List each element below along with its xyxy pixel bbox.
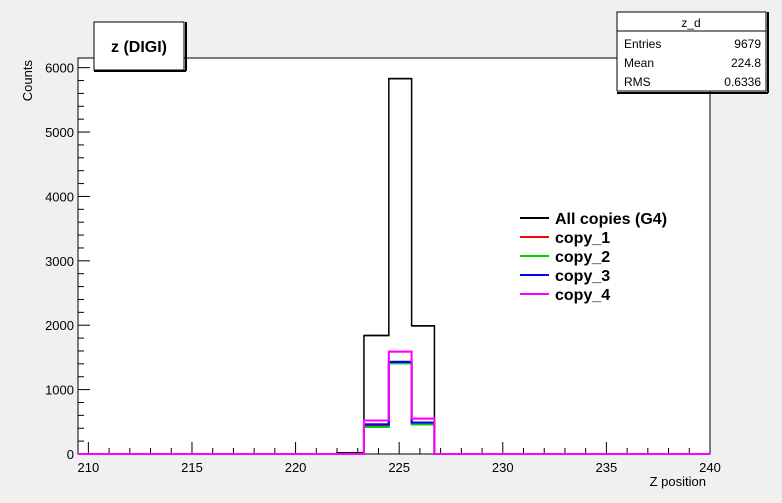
series-all-copies-g4-	[78, 77, 710, 455]
legend-label: copy_2	[555, 249, 610, 266]
title-box: z (DIGI)	[93, 21, 187, 72]
y-tick-label: 4000	[45, 189, 74, 204]
legend-label: copy_3	[555, 268, 610, 285]
stats-label: RMS	[624, 75, 651, 89]
stats-title: z_d	[681, 16, 700, 30]
x-tick-label: 225	[388, 460, 410, 475]
y-tick-label: 0	[67, 447, 74, 462]
stats-value: 9679	[734, 37, 761, 51]
legend-label: copy_1	[555, 230, 610, 247]
y-tick-label: 1000	[45, 383, 74, 398]
x-tick-label: 230	[492, 460, 514, 475]
legend-label: All copies (G4)	[555, 211, 667, 228]
stats-value: 0.6336	[724, 75, 761, 89]
series-outline	[78, 77, 710, 455]
stats-box: z_d Entries 9679 Mean 224.8 RMS 0.6336	[616, 11, 769, 94]
x-tick-label: 220	[285, 460, 307, 475]
x-tick-label: 235	[596, 460, 618, 475]
plot-frame	[77, 57, 711, 455]
stats-label: Mean	[624, 56, 654, 70]
stats-label: Entries	[624, 37, 661, 51]
y-tick-label: 6000	[45, 61, 74, 76]
stats-value: 224.8	[731, 56, 761, 70]
axes: 0 1000 2000 3000 4000 5000 6000 210 215 220 225 230…	[45, 61, 721, 475]
x-tick-label: 240	[699, 460, 721, 475]
legend: All copies (G4) copy_1 copy_2 copy_3 copy_4	[520, 211, 667, 304]
series-copy-4	[78, 350, 710, 455]
x-tick-label: 215	[181, 460, 203, 475]
y-axis-label: Counts	[20, 60, 35, 102]
y-tick-label: 3000	[45, 254, 74, 269]
histogram-series	[78, 77, 710, 455]
y-tick-label: 2000	[45, 318, 74, 333]
chart-title: z (DIGI)	[111, 39, 167, 56]
x-axis-label: Z position	[650, 474, 706, 489]
y-tick-label: 5000	[45, 125, 74, 140]
x-tick-label: 210	[78, 460, 100, 475]
legend-label: copy_4	[555, 287, 610, 304]
